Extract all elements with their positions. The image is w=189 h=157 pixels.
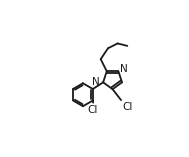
Text: N: N (92, 77, 100, 87)
Text: Cl: Cl (87, 105, 98, 115)
Text: N: N (120, 65, 127, 74)
Text: Cl: Cl (123, 102, 133, 112)
